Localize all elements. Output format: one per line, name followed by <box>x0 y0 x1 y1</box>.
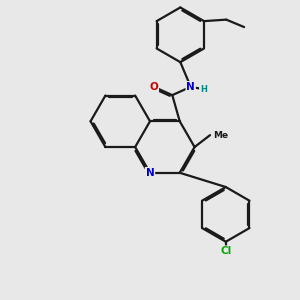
Text: N: N <box>186 82 195 92</box>
Text: Cl: Cl <box>220 246 231 256</box>
Text: H: H <box>200 85 207 94</box>
Text: O: O <box>149 82 158 92</box>
Text: N: N <box>146 168 154 178</box>
Text: Me: Me <box>214 130 229 140</box>
